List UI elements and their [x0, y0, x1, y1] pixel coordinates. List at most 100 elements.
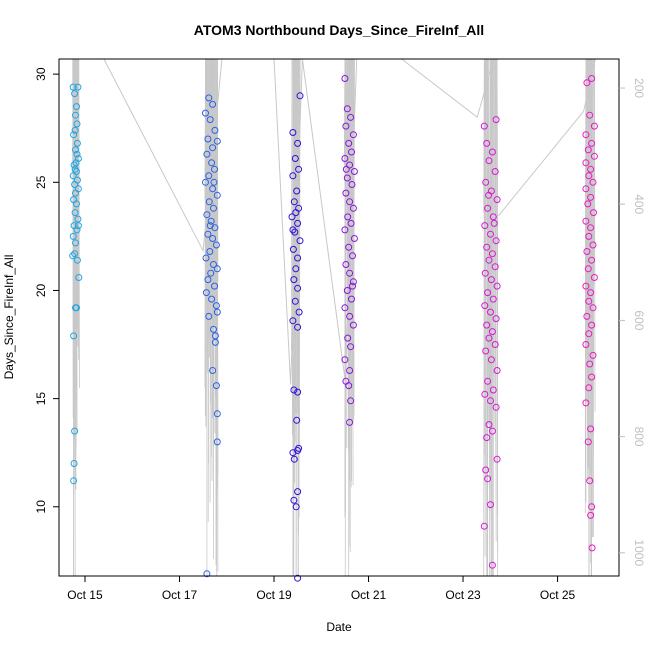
data-point: [480, 122, 488, 130]
data-point: [290, 386, 298, 394]
data-point: [208, 159, 216, 167]
data-point: [345, 139, 353, 147]
trace-hairline: [591, 58, 593, 577]
data-point: [294, 323, 302, 331]
data-point: [490, 219, 498, 227]
data-point: [290, 198, 298, 206]
data-point: [70, 161, 78, 169]
trace-hairline: [204, 58, 206, 388]
data-point: [210, 261, 217, 268]
data-point: [69, 252, 77, 260]
data-point: [69, 83, 77, 91]
data-point: [291, 228, 299, 236]
data-point: [589, 178, 597, 186]
trace-hairline: [290, 58, 293, 352]
data-point: [342, 261, 350, 268]
data-point: [492, 116, 500, 124]
data-point: [290, 276, 298, 284]
data-point: [347, 397, 355, 405]
data-point: [488, 427, 496, 435]
data-point: [343, 105, 351, 113]
data-point: [584, 200, 592, 208]
data-point: [202, 254, 210, 262]
data-point: [346, 198, 354, 206]
data-point: [483, 139, 491, 147]
data-point: [203, 211, 211, 219]
data-point: [588, 373, 596, 381]
data-point: [587, 193, 595, 201]
data-point: [73, 226, 81, 234]
data-point: [484, 204, 492, 212]
data-point: [213, 137, 221, 145]
data-point: [493, 455, 501, 463]
data-point: [582, 282, 590, 290]
x-tick-label: Oct 19: [256, 588, 292, 602]
data-point: [213, 308, 221, 316]
trace-hairline: [345, 58, 348, 328]
data-point: [349, 204, 357, 212]
data-point: [74, 215, 82, 223]
data-point: [585, 232, 593, 240]
data-point: [487, 230, 494, 238]
data-point: [493, 367, 501, 374]
data-point: [71, 90, 79, 98]
data-point: [483, 243, 491, 251]
data-point: [587, 425, 595, 433]
data-point: [209, 100, 217, 108]
data-point: [210, 178, 218, 186]
data-point: [71, 209, 79, 217]
data-point: [341, 304, 349, 312]
data-point: [341, 226, 349, 234]
data-point: [205, 172, 213, 180]
data-point: [75, 274, 83, 281]
data-point: [491, 341, 499, 348]
data-point: [347, 113, 355, 121]
data-point: [585, 297, 593, 305]
trace-hairline: [484, 58, 487, 557]
data-point: [213, 410, 221, 418]
data-point: [586, 111, 594, 119]
data-point: [349, 321, 357, 329]
data-point: [590, 209, 597, 217]
data-point: [213, 191, 221, 199]
data-point: [289, 129, 297, 136]
data-point: [296, 237, 304, 245]
data-point: [582, 159, 590, 167]
data-point: [205, 94, 213, 102]
trace-hairline: [205, 58, 207, 427]
data-point: [211, 282, 218, 290]
data-point: [487, 397, 494, 405]
y-tick-label: 25: [34, 175, 48, 189]
data-point: [73, 200, 80, 208]
data-point: [73, 139, 81, 147]
data-point: [209, 367, 217, 374]
data-point: [483, 434, 491, 442]
data-point: [204, 276, 212, 284]
data-point: [73, 150, 81, 158]
data-point: [493, 282, 501, 290]
data-point: [582, 399, 590, 407]
data-point: [72, 189, 79, 197]
data-point: [289, 245, 297, 253]
x-tick-label: Oct 21: [351, 588, 387, 602]
data-point: [489, 213, 497, 221]
data-point: [348, 181, 356, 188]
data-point: [69, 172, 77, 180]
data-point: [73, 304, 80, 312]
axes: Oct 15 Oct 17 Oct 19 Oct 21 Oct 23 Oct 25 10 15…: [34, 67, 646, 602]
data-point: [293, 187, 301, 195]
data-point: [488, 250, 496, 258]
data-point: [585, 384, 593, 392]
data-point: [73, 168, 80, 175]
data-point: [582, 217, 590, 225]
data-point: [484, 475, 492, 483]
trace-hairline: [490, 58, 492, 577]
data-point: [584, 265, 592, 273]
trace-hairline: [493, 58, 496, 429]
data-point: [71, 181, 79, 188]
data-point: [210, 204, 217, 212]
data-point: [288, 213, 296, 221]
data-point: [343, 287, 351, 294]
data-point: [588, 75, 596, 82]
data-point: [211, 126, 219, 134]
